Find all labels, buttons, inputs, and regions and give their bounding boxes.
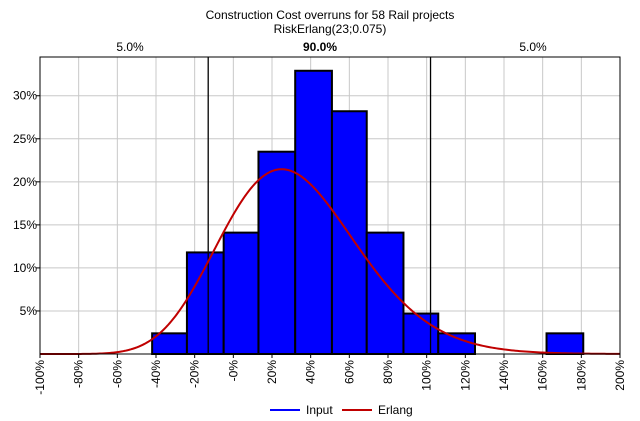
y-tick-label: 10% [13,261,37,275]
erlang-curve-layer [40,168,621,355]
x-tick-label: 160% [536,360,550,391]
x-tick-label: 60% [342,360,356,384]
x-axis: -100% -80% -60% -40% -20% -0% 20% 40% 60% 80% 100%… [33,354,627,395]
histogram-bar [294,69,333,355]
x-tick-label: -0% [226,360,240,382]
x-tick-label: 120% [458,360,472,391]
x-tick-label: -20% [188,360,202,388]
y-tick-label: 25% [13,132,37,146]
y-axis: 5% 10% 15% 20% 25% 30% [13,89,40,318]
x-tick-label: 180% [574,360,588,391]
histogram-bar [222,231,260,355]
chart-title: Construction Cost overruns for 58 Rail p… [206,8,455,22]
x-tick-label: 20% [265,360,279,384]
x-tick-label: -60% [110,360,124,388]
x-tick-label: 200% [613,360,627,391]
x-tick-label: 40% [304,360,318,384]
histogram-bar [402,312,440,355]
probability-markers [207,57,432,354]
x-tick-label: -100% [33,360,47,395]
x-tick-label: -80% [72,360,86,388]
erlang-curve [40,168,621,355]
histogram-bar [437,332,476,356]
histogram-bar [365,231,405,355]
histogram-bar [185,251,225,355]
y-tick-label: 30% [13,89,37,103]
legend-label-erlang: Erlang [378,403,413,417]
histogram-bar [257,150,297,355]
legend: Input Erlang [270,403,413,417]
x-tick-label: 140% [497,360,511,391]
y-tick-label: 15% [13,218,37,232]
chart-subtitle: RiskErlang(23;0.075) [274,22,387,36]
y-tick-label: 20% [13,175,37,189]
y-tick-label: 5% [20,304,38,318]
band-label-left: 5.0% [116,40,144,54]
legend-label-input: Input [306,403,333,417]
x-tick-label: 100% [420,360,434,391]
histogram-bar [545,332,585,356]
plot-area-frame [39,56,621,355]
x-tick-label: 80% [381,360,395,384]
x-tick-label: -40% [149,360,163,388]
band-label-center: 90.0% [303,40,337,54]
band-label-right: 5.0% [519,40,547,54]
